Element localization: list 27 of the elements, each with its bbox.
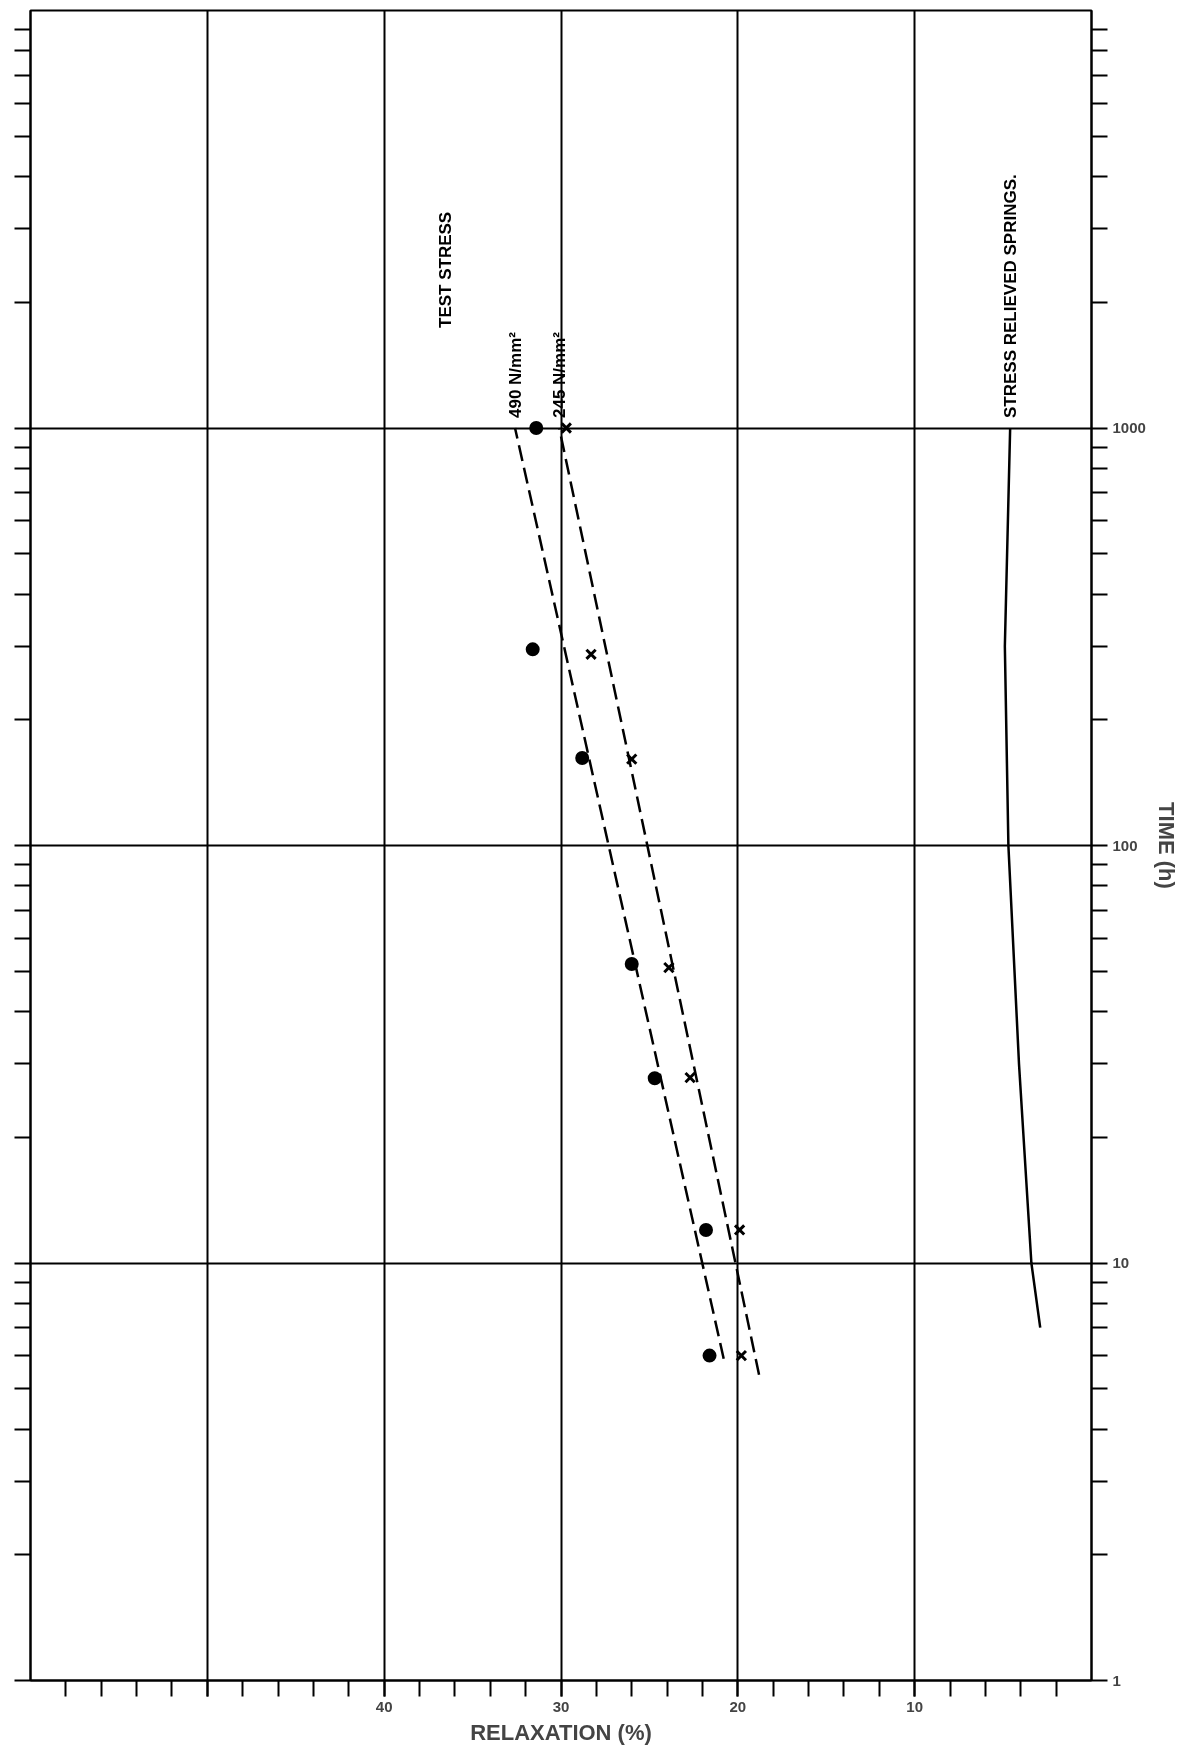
point bbox=[575, 751, 590, 766]
point bbox=[733, 1223, 746, 1237]
x-tick-label: 40 bbox=[375, 1697, 393, 1715]
point bbox=[584, 648, 598, 661]
x-tick-label: 10 bbox=[906, 1697, 924, 1715]
y-tick-label: 100 bbox=[1112, 836, 1138, 854]
point bbox=[560, 421, 573, 435]
point bbox=[683, 1071, 697, 1084]
x-tick-label: 20 bbox=[729, 1697, 747, 1715]
text: STRESS RELIEVED SPRINGS. bbox=[1000, 174, 1020, 418]
point bbox=[525, 642, 540, 657]
y-tick-label: 1000 bbox=[1112, 419, 1146, 436]
point bbox=[735, 1349, 748, 1362]
y-tick-label: 10 bbox=[1112, 1254, 1130, 1271]
point bbox=[699, 1222, 713, 1237]
y-axis-title: TIME (h) bbox=[1153, 802, 1179, 889]
text: 490 N/mm² bbox=[505, 331, 525, 418]
point bbox=[624, 957, 639, 972]
point bbox=[662, 961, 675, 974]
x-tick-label: 30 bbox=[552, 1697, 570, 1715]
point bbox=[625, 753, 638, 766]
point bbox=[529, 421, 544, 435]
y-tick-label: 1 bbox=[1112, 1671, 1121, 1689]
point bbox=[702, 1348, 717, 1363]
annotation: TEST STRESS bbox=[435, 211, 455, 328]
x-axis-title: RELAXATION (%) bbox=[470, 1719, 652, 1745]
point bbox=[647, 1071, 662, 1086]
